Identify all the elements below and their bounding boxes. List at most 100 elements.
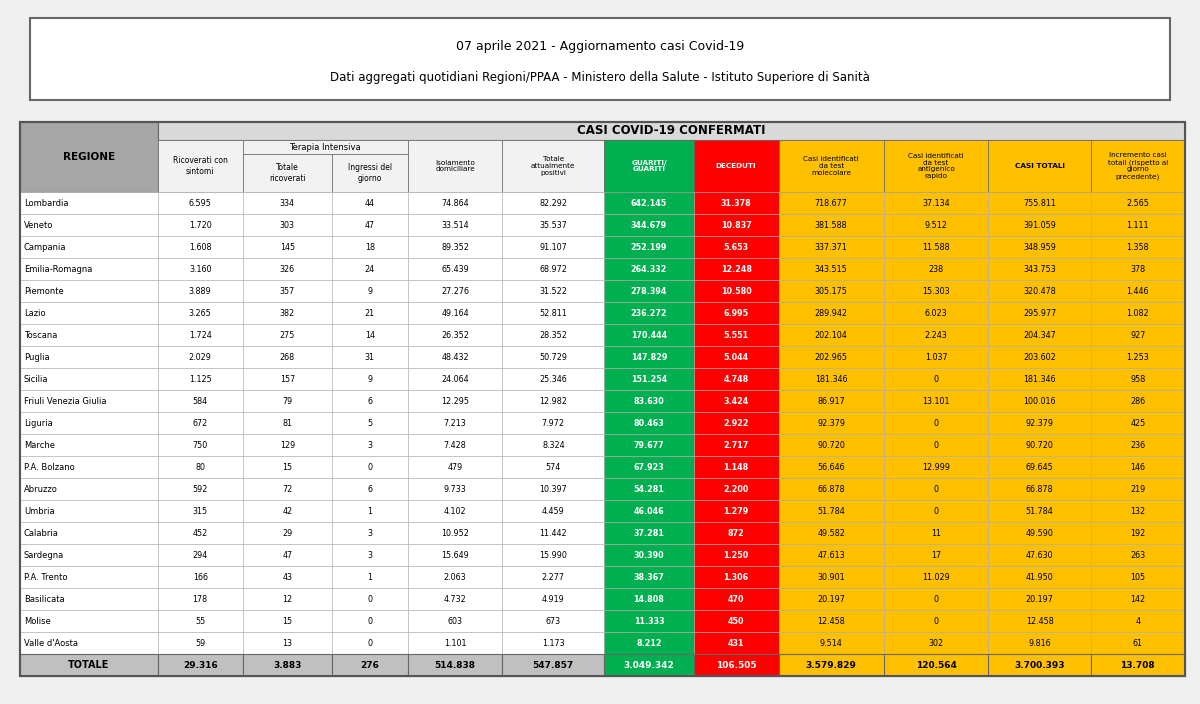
Text: 1.173: 1.173 <box>542 639 565 648</box>
Text: 25.346: 25.346 <box>540 375 568 384</box>
Bar <box>408 324 503 346</box>
Bar <box>883 280 989 302</box>
Text: 9.816: 9.816 <box>1028 639 1051 648</box>
Text: 286: 286 <box>1130 396 1145 406</box>
Text: 7.972: 7.972 <box>542 418 565 427</box>
Text: 12.295: 12.295 <box>442 396 469 406</box>
Bar <box>332 412 408 434</box>
Text: 170.444: 170.444 <box>631 330 667 339</box>
Bar <box>503 258 605 280</box>
Text: 872: 872 <box>727 529 744 537</box>
Text: 7.213: 7.213 <box>444 418 467 427</box>
Bar <box>157 544 242 566</box>
Bar <box>332 258 408 280</box>
Text: 11.588: 11.588 <box>922 242 950 251</box>
Text: 0: 0 <box>934 441 938 449</box>
Text: Sicilia: Sicilia <box>24 375 48 384</box>
Text: 13.101: 13.101 <box>923 396 949 406</box>
Bar <box>989 368 1091 390</box>
Bar <box>1091 390 1186 412</box>
Bar <box>20 588 157 610</box>
Text: 38.367: 38.367 <box>634 572 665 582</box>
Text: 1.101: 1.101 <box>444 639 467 648</box>
Text: 12.982: 12.982 <box>540 396 568 406</box>
Bar <box>694 412 779 434</box>
Text: 268: 268 <box>280 353 295 361</box>
Bar <box>503 566 605 588</box>
Bar <box>605 368 694 390</box>
Bar <box>605 412 694 434</box>
Text: 1.608: 1.608 <box>188 242 211 251</box>
Bar <box>694 280 779 302</box>
Text: 479: 479 <box>448 463 463 472</box>
Text: 29.316: 29.316 <box>182 660 217 670</box>
Bar <box>605 140 694 192</box>
Bar <box>157 280 242 302</box>
Text: 1.125: 1.125 <box>188 375 211 384</box>
Text: 129: 129 <box>280 441 295 449</box>
Bar <box>157 566 242 588</box>
Text: 2.922: 2.922 <box>724 418 749 427</box>
Text: 8.324: 8.324 <box>542 441 565 449</box>
Text: 10.837: 10.837 <box>721 220 751 230</box>
Text: 31: 31 <box>365 353 374 361</box>
Bar <box>503 368 605 390</box>
Text: 46.046: 46.046 <box>634 506 665 515</box>
Bar <box>20 236 157 258</box>
Bar <box>332 522 408 544</box>
Bar <box>883 390 989 412</box>
Text: 12: 12 <box>282 594 293 603</box>
Text: Friuli Venezia Giulia: Friuli Venezia Giulia <box>24 396 107 406</box>
Text: 1: 1 <box>367 506 372 515</box>
Text: 1.037: 1.037 <box>925 353 947 361</box>
Text: 642.145: 642.145 <box>631 199 667 208</box>
Text: 14: 14 <box>365 330 374 339</box>
Text: 12.458: 12.458 <box>817 617 845 625</box>
Text: 6: 6 <box>367 396 372 406</box>
Text: 3: 3 <box>367 529 372 537</box>
Bar <box>989 456 1091 478</box>
Text: Valle d'Aosta: Valle d'Aosta <box>24 639 78 648</box>
Bar <box>242 302 332 324</box>
Bar <box>1091 478 1186 500</box>
Bar <box>242 214 332 236</box>
Text: 204.347: 204.347 <box>1024 330 1056 339</box>
Text: 4.919: 4.919 <box>542 594 565 603</box>
Text: 24.064: 24.064 <box>442 375 469 384</box>
Bar <box>157 236 242 258</box>
Text: Campania: Campania <box>24 242 66 251</box>
Text: 105: 105 <box>1130 572 1145 582</box>
Bar <box>157 192 242 214</box>
Bar <box>242 544 332 566</box>
Bar <box>503 236 605 258</box>
Bar <box>332 302 408 324</box>
Bar <box>1091 214 1186 236</box>
Bar <box>332 390 408 412</box>
Text: Incremento casi
totali (rispetto al
giorno
precedente): Incremento casi totali (rispetto al gior… <box>1108 152 1168 180</box>
Bar <box>503 654 605 676</box>
Text: 07 aprile 2021 - Aggiornamento casi Covid-19: 07 aprile 2021 - Aggiornamento casi Covi… <box>456 40 744 54</box>
Text: 958: 958 <box>1130 375 1146 384</box>
Bar <box>503 390 605 412</box>
Bar <box>408 566 503 588</box>
Text: 90.720: 90.720 <box>1026 441 1054 449</box>
Text: CASI COVID-19 CONFERMATI: CASI COVID-19 CONFERMATI <box>577 125 766 137</box>
Text: 0: 0 <box>934 594 938 603</box>
Bar <box>408 434 503 456</box>
Bar <box>20 412 157 434</box>
Bar <box>503 544 605 566</box>
Bar <box>408 258 503 280</box>
Bar <box>989 610 1091 632</box>
Bar <box>20 346 157 368</box>
Text: 9.512: 9.512 <box>924 220 948 230</box>
Bar <box>157 654 242 676</box>
Text: 92.379: 92.379 <box>817 418 845 427</box>
Bar <box>408 214 503 236</box>
Text: 29: 29 <box>282 529 293 537</box>
Bar <box>408 140 503 192</box>
Text: 82.292: 82.292 <box>539 199 568 208</box>
Bar <box>1091 456 1186 478</box>
Bar <box>30 18 1170 100</box>
Bar <box>694 456 779 478</box>
Bar <box>989 280 1091 302</box>
